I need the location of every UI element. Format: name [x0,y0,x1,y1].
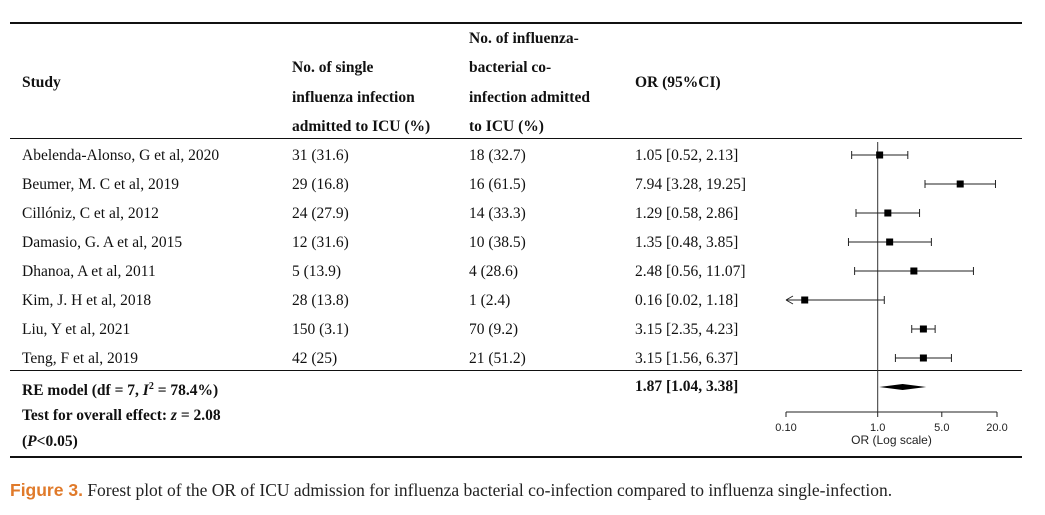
row-6-or-text: 0.16 [0.02, 1.18] [635,292,739,309]
row-4-or-text: 1.35 [0.48, 3.85] [635,234,739,251]
row-1-coinf: 18 (32.7) [469,147,526,164]
row-5-or-text: 2.48 [0.56, 11.07] [635,263,746,280]
row-7-or-text: 3.15 [2.35, 4.23] [635,321,739,338]
point-estimate-3 [884,209,892,217]
point-estimate-6 [801,296,809,304]
row-3-single: 24 (27.9) [292,205,349,222]
re-model-or: 1.87 [1.04, 3.38] [635,378,739,395]
row-8-study: Teng, F et al, 2019 [22,350,139,367]
p-open: ( [22,433,28,450]
row-6-coinf: 1 (2.4) [469,292,511,309]
re-model-label: RE model (df = 7, I2 = 78.4%) [22,377,218,401]
row-7-single: 150 (3.1) [292,321,349,338]
header-bottom-rule [10,138,1022,139]
caption-text: Forest plot of the OR of ICU admission f… [82,480,893,500]
point-estimate-1 [876,151,884,159]
x-axis-label: OR (Log scale) [851,433,932,447]
row-5-coinf: 4 (28.6) [469,263,519,280]
row-7-coinf: 70 (9.2) [469,321,519,338]
point-estimate-5 [910,267,918,275]
x-tick-label-4: 20.0 [986,422,1007,434]
row-8-single: 42 (25) [292,350,338,367]
header-or: OR (95%CI) [635,74,721,91]
overall-p-value: (P<0.05) [22,432,78,452]
row-8-or-text: 3.15 [1.56, 6.37] [635,350,739,367]
header-single-line-3: admitted to ICU (%) [292,118,431,135]
x-tick-label-1: 0.10 [775,422,796,434]
point-estimate-2 [956,180,964,188]
row-4-coinf: 10 (38.5) [469,234,526,251]
p-italic: P [27,433,37,450]
header-study: Study [22,74,61,91]
figure-caption: Figure 3. Forest plot of the OR of ICU a… [10,480,892,501]
pooled-diamond [879,384,927,390]
header-coinf-line-2: bacterial co- [469,59,552,76]
row-4-study: Damasio, G. A et al, 2015 [22,234,183,251]
summary-top-rule [10,370,1022,371]
table-bottom-rule [10,456,1022,458]
re-model-post: = 78.4%) [153,382,219,400]
test-pre: Test for overall effect: [22,407,171,424]
table-top-rule [10,22,1022,24]
re-model-pre: RE model (df = 7, [22,382,143,400]
point-estimate-8 [919,354,927,362]
row-1-single: 31 (31.6) [292,147,349,164]
header-single-line-1: No. of single [292,59,374,76]
row-2-study: Beumer, M. C et al, 2019 [22,176,179,193]
row-4-single: 12 (31.6) [292,234,349,251]
x-tick-label-3: 5.0 [934,422,949,434]
p-post: <0.05) [36,433,78,450]
re-model-sup: 2 [148,381,154,392]
ci-arrow-6 [785,295,794,305]
row-5-single: 5 (13.9) [292,263,342,280]
x-tick-label-2: 1.0 [870,422,885,434]
row-8-coinf: 21 (51.2) [469,350,526,367]
overall-effect-test: Test for overall effect: z = 2.08 [22,406,221,426]
point-estimate-4 [886,238,894,246]
row-3-coinf: 14 (33.3) [469,205,526,222]
re-model-i: I [142,382,149,400]
row-1-study: Abelenda-Alonso, G et al, 2020 [22,147,220,164]
header-coinf-line-3: infection admitted [469,89,590,106]
row-3-study: Cillóniz, C et al, 2012 [22,205,159,222]
row-3-or-text: 1.29 [0.58, 2.86] [635,205,739,222]
header-coinf-line-1: No. of influenza- [469,30,579,47]
header-single-line-2: influenza infection [292,89,415,106]
row-2-coinf: 16 (61.5) [469,176,526,193]
test-post: = 2.08 [176,407,221,424]
test-z: z [170,407,177,424]
row-6-single: 28 (13.8) [292,292,349,309]
caption-label: Figure 3. [10,480,83,500]
row-5-study: Dhanoa, A et al, 2011 [22,263,156,280]
row-2-or-text: 7.94 [3.28, 19.25] [635,176,747,193]
row-6-study: Kim, J. H et al, 2018 [22,292,152,309]
row-7-study: Liu, Y et al, 2021 [22,321,131,338]
point-estimate-7 [919,325,927,333]
row-1-or-text: 1.05 [0.52, 2.13] [635,147,739,164]
header-coinf-line-4: to ICU (%) [469,118,544,135]
row-2-single: 29 (16.8) [292,176,349,193]
